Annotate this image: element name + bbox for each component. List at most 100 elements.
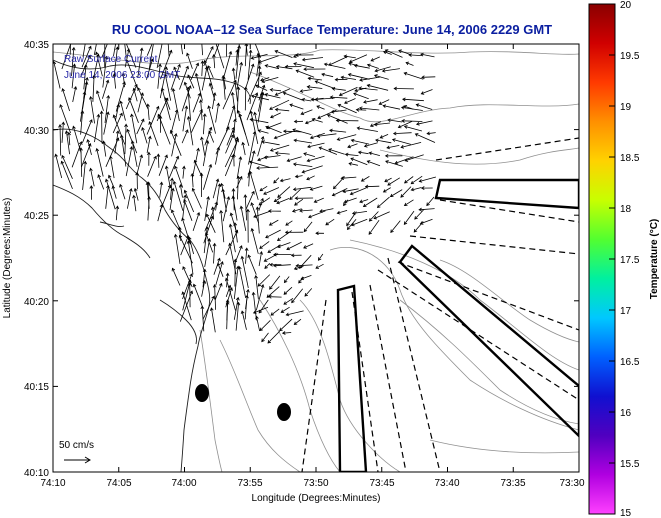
current-vector bbox=[353, 92, 369, 100]
current-vector bbox=[236, 86, 241, 113]
current-vector bbox=[160, 87, 171, 121]
current-vector bbox=[285, 310, 304, 317]
current-vector bbox=[225, 272, 230, 288]
current-vector bbox=[111, 185, 117, 199]
current-vector bbox=[146, 58, 154, 80]
current-vector bbox=[249, 110, 259, 144]
current-vector bbox=[222, 79, 237, 110]
current-vector bbox=[282, 91, 303, 101]
current-vector bbox=[215, 261, 224, 286]
current-vector bbox=[295, 53, 314, 57]
current-vector bbox=[246, 208, 250, 243]
x-tick-label: 73:30 bbox=[559, 478, 584, 489]
sampling-box-south bbox=[336, 284, 368, 472]
current-vector bbox=[390, 220, 401, 233]
current-vector bbox=[245, 190, 255, 211]
current-vector bbox=[391, 138, 411, 145]
current-vector bbox=[208, 130, 215, 143]
current-vector bbox=[343, 197, 357, 204]
current-vector bbox=[159, 66, 168, 99]
current-vector bbox=[93, 44, 97, 56]
current-vector bbox=[292, 162, 313, 167]
current-vector bbox=[212, 242, 217, 264]
x-tick-label: 74:10 bbox=[40, 478, 65, 489]
current-vector bbox=[329, 128, 347, 133]
current-vector bbox=[248, 130, 257, 165]
current-vector bbox=[257, 155, 269, 162]
current-vector bbox=[269, 275, 281, 290]
sampling-box-east bbox=[434, 178, 579, 210]
current-vector bbox=[182, 266, 193, 288]
current-vector bbox=[89, 185, 94, 200]
current-vector bbox=[261, 332, 269, 343]
current-vector bbox=[202, 140, 210, 167]
current-vector bbox=[148, 121, 159, 147]
current-vector bbox=[309, 185, 323, 191]
colorbar-tick-label: 19.5 bbox=[620, 51, 640, 62]
current-vector bbox=[86, 138, 92, 155]
current-vector bbox=[210, 206, 215, 220]
current-vector bbox=[280, 306, 290, 313]
current-vector bbox=[119, 183, 126, 200]
current-vector bbox=[167, 44, 170, 57]
current-vector bbox=[241, 141, 246, 156]
sector-line bbox=[387, 257, 441, 472]
current-vector bbox=[133, 187, 139, 201]
current-vector bbox=[264, 93, 281, 99]
current-vector bbox=[102, 55, 109, 88]
sector-line bbox=[301, 299, 327, 472]
current-vector bbox=[403, 125, 423, 132]
current-vector bbox=[215, 183, 222, 211]
current-vector bbox=[293, 62, 314, 69]
current-vector bbox=[204, 201, 218, 232]
current-vector bbox=[344, 152, 359, 157]
current-vector bbox=[283, 297, 294, 305]
station-markers bbox=[195, 384, 291, 421]
current-vector bbox=[101, 44, 108, 57]
current-vector bbox=[274, 107, 290, 112]
current-vector bbox=[72, 125, 82, 154]
current-vector bbox=[239, 205, 247, 231]
colorbar-tick-label: 19 bbox=[620, 102, 632, 113]
current-vector bbox=[187, 282, 192, 308]
current-vector bbox=[376, 196, 390, 209]
current-vector bbox=[298, 254, 312, 269]
surface-current-vectors bbox=[53, 44, 437, 344]
current-vector bbox=[291, 288, 304, 304]
current-vector bbox=[103, 111, 110, 135]
current-vector bbox=[289, 103, 304, 110]
current-vector bbox=[373, 122, 391, 127]
current-vector bbox=[403, 210, 415, 226]
current-vector bbox=[182, 165, 186, 179]
current-vector bbox=[256, 54, 262, 77]
current-vector bbox=[293, 138, 312, 144]
current-vector bbox=[257, 135, 265, 157]
station-marker bbox=[195, 384, 209, 402]
current-vector bbox=[358, 86, 378, 91]
current-vector bbox=[311, 117, 323, 123]
current-vector bbox=[211, 54, 216, 69]
current-vector bbox=[148, 44, 154, 69]
current-vector bbox=[381, 68, 400, 73]
current-vector bbox=[420, 52, 435, 58]
current-vector bbox=[348, 162, 358, 166]
current-vector bbox=[363, 99, 378, 104]
current-vector bbox=[285, 220, 293, 226]
current-vector bbox=[336, 134, 357, 141]
current-vector bbox=[190, 108, 203, 133]
current-vector bbox=[315, 263, 324, 269]
current-vector bbox=[418, 207, 435, 212]
current-vector bbox=[243, 194, 248, 221]
current-vector bbox=[286, 156, 302, 163]
sector-line bbox=[439, 199, 579, 223]
current-vector bbox=[244, 44, 249, 67]
current-vector bbox=[61, 44, 72, 70]
y-tick-label: 40:20 bbox=[24, 297, 49, 308]
current-vector bbox=[80, 110, 85, 135]
current-vector bbox=[331, 86, 346, 91]
current-vector bbox=[213, 257, 221, 275]
current-vector bbox=[171, 133, 178, 157]
colorbar-tick-marks bbox=[609, 3, 615, 515]
current-vector bbox=[82, 160, 88, 190]
